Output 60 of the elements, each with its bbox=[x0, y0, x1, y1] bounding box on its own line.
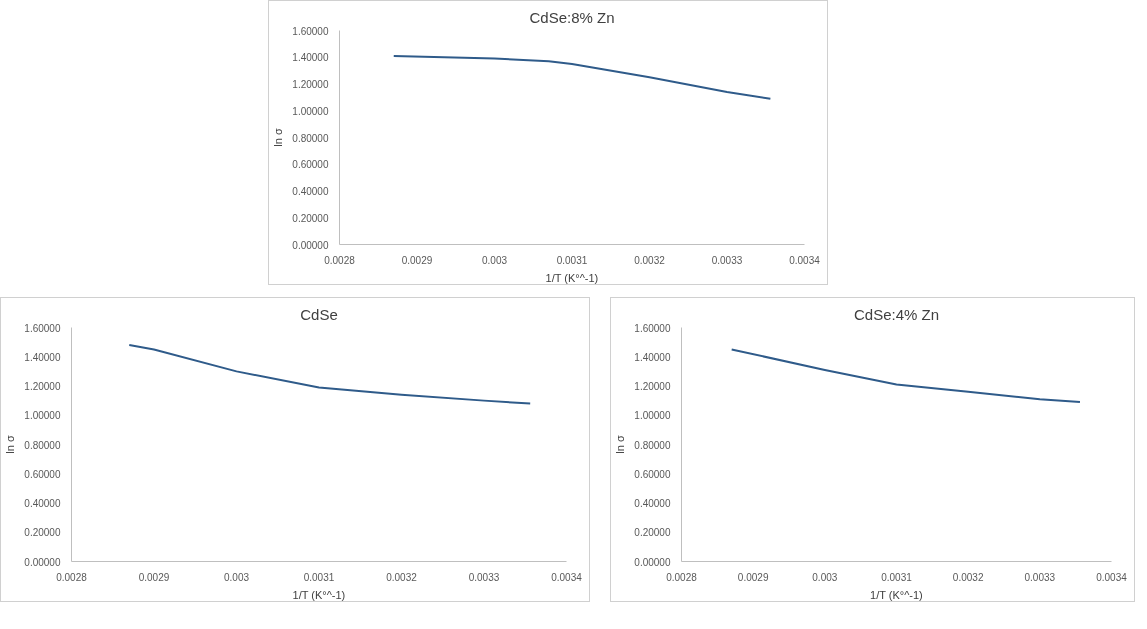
y-tick-label: 0.20000 bbox=[292, 212, 329, 224]
x-tick-label: 0.0031 bbox=[881, 571, 913, 583]
x-tick-label: 0.0031 bbox=[556, 254, 588, 266]
y-tick-label: 1.00000 bbox=[24, 410, 61, 422]
x-tick-label: 0.0034 bbox=[1096, 571, 1128, 583]
y-tick-label: 0.80000 bbox=[634, 439, 671, 451]
chart-title: CdSe:4% Zn bbox=[853, 305, 940, 323]
y-tick-label: 0.80000 bbox=[24, 439, 61, 451]
y-axis-title: ln σ bbox=[4, 435, 17, 454]
x-tick-label: 0.0032 bbox=[386, 571, 418, 583]
x-tick-label: 0.0031 bbox=[303, 571, 335, 583]
y-tick-label: 0.60000 bbox=[634, 468, 671, 480]
line-series bbox=[730, 348, 1081, 404]
x-tick-label: 0.0028 bbox=[56, 571, 88, 583]
x-axis-title: 1/T (K°^-1) bbox=[292, 588, 346, 601]
y-tick-label: 1.40000 bbox=[292, 52, 329, 64]
y-tick-label: 0.00000 bbox=[292, 239, 329, 251]
y-tick-label: 1.60000 bbox=[634, 322, 671, 334]
y-axis-title: ln σ bbox=[272, 128, 285, 147]
y-tick-label: 0.20000 bbox=[634, 527, 671, 539]
y-tick-label: 1.20000 bbox=[24, 381, 61, 392]
y-tick-label: 0.60000 bbox=[292, 159, 329, 171]
y-tick-label: 1.60000 bbox=[292, 25, 329, 37]
y-tick-label: 0.60000 bbox=[24, 468, 61, 480]
y-tick-label: 1.60000 bbox=[24, 322, 61, 334]
line-series bbox=[128, 344, 532, 405]
x-tick-label: 0.003 bbox=[812, 571, 838, 583]
x-tick-label: 0.0032 bbox=[952, 571, 984, 583]
y-tick-label: 0.40000 bbox=[24, 498, 61, 509]
line-series bbox=[392, 54, 772, 100]
x-tick-label: 0.0034 bbox=[551, 571, 583, 583]
x-axis-title: 1/T (K°^-1) bbox=[545, 271, 599, 284]
y-tick-label: 0.80000 bbox=[292, 132, 329, 144]
y-tick-label: 0.40000 bbox=[292, 186, 329, 197]
chart-title: CdSe bbox=[300, 305, 338, 323]
x-tick-label: 0.0028 bbox=[324, 254, 356, 266]
x-tick-label: 0.003 bbox=[223, 571, 250, 583]
x-tick-label: 0.0029 bbox=[401, 254, 433, 266]
y-tick-label: 0.20000 bbox=[24, 527, 61, 539]
x-tick-label: 0.003 bbox=[481, 254, 508, 266]
y-tick-label: 1.40000 bbox=[634, 351, 671, 363]
x-tick-label: 0.0032 bbox=[634, 254, 666, 266]
x-tick-label: 0.0029 bbox=[138, 571, 170, 583]
y-tick-label: 1.00000 bbox=[634, 410, 671, 422]
y-tick-label: 0.00000 bbox=[634, 556, 671, 568]
x-tick-label: 0.0033 bbox=[1024, 571, 1056, 583]
y-tick-label: 0.40000 bbox=[634, 498, 671, 509]
chart-title: CdSe:8% Zn bbox=[529, 8, 615, 26]
y-tick-label: 1.20000 bbox=[634, 381, 671, 392]
y-axis-title: ln σ bbox=[614, 435, 627, 454]
x-tick-label: 0.0028 bbox=[666, 571, 698, 583]
y-tick-label: 1.00000 bbox=[292, 105, 329, 117]
x-tick-label: 0.0033 bbox=[468, 571, 500, 583]
y-tick-label: 1.40000 bbox=[24, 351, 61, 363]
x-tick-label: 0.0034 bbox=[789, 254, 821, 266]
x-tick-label: 0.0029 bbox=[737, 571, 769, 583]
y-tick-label: 0.00000 bbox=[24, 556, 61, 568]
y-tick-label: 1.20000 bbox=[292, 79, 329, 90]
x-axis-title: 1/T (K°^-1) bbox=[870, 588, 923, 601]
x-tick-label: 0.0033 bbox=[711, 254, 743, 266]
